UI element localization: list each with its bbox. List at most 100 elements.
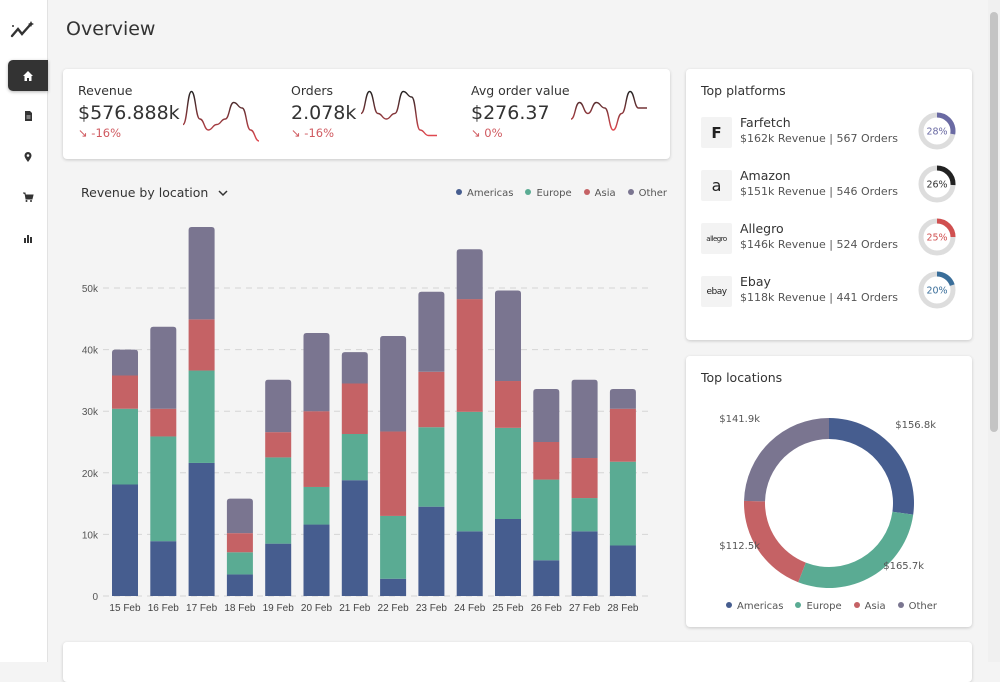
bar-segment-americas[interactable]: [533, 560, 560, 596]
bar-segment-europe[interactable]: [188, 370, 215, 463]
bar-segment-europe[interactable]: [571, 498, 598, 532]
legend-dot: [795, 602, 802, 608]
revenue-chart-dropdown[interactable]: Revenue by location: [81, 185, 228, 200]
legend-item-asia[interactable]: Asia: [583, 188, 616, 199]
bar-segment-europe[interactable]: [341, 433, 368, 481]
kpi-card: Revenue $576.888k ↘ -16% Orders 2.078k ↘ -16%…: [63, 69, 670, 159]
sidebar-item-document[interactable]: [8, 100, 48, 131]
bar-segment-asia[interactable]: [226, 533, 253, 553]
platform-item-amazon[interactable]: a Amazon $151k Revenue | 546 Orders 26%: [701, 165, 961, 208]
kpi-2: Avg order value $276.37 ↘ 0%: [471, 83, 570, 140]
bar-segment-asia[interactable]: [188, 319, 215, 371]
bar-segment-other[interactable]: [456, 249, 483, 300]
scrollbar[interactable]: [988, 0, 1000, 662]
bar-segment-other[interactable]: [609, 389, 636, 409]
bar-segment-asia[interactable]: [418, 371, 445, 428]
donut-label: $156.8k: [895, 420, 936, 431]
bar-segment-other[interactable]: [188, 227, 215, 320]
bar-segment-americas[interactable]: [188, 462, 215, 596]
x-tick-label: 23 Feb: [416, 603, 448, 614]
legend-item-other[interactable]: Other: [897, 601, 937, 612]
bar-segment-americas[interactable]: [456, 531, 483, 596]
bar-segment-europe[interactable]: [456, 411, 483, 532]
platform-percent-ring: 28%: [918, 112, 956, 150]
bar-segment-americas[interactable]: [226, 574, 253, 596]
bar-segment-other[interactable]: [571, 379, 598, 459]
bar-segment-americas[interactable]: [112, 484, 138, 596]
bar-segment-other[interactable]: [380, 336, 407, 432]
bar-segment-americas[interactable]: [418, 506, 445, 596]
bar-segment-americas[interactable]: [571, 531, 598, 596]
bar-segment-other[interactable]: [495, 290, 521, 382]
top-platforms-card: Top platforms F Farfetch $162k Revenue | 5…: [686, 69, 972, 340]
legend-item-asia[interactable]: Asia: [853, 601, 886, 612]
bar-segment-asia[interactable]: [533, 442, 560, 480]
legend-item-americas[interactable]: Americas: [726, 601, 783, 612]
bar-segment-europe[interactable]: [380, 515, 407, 579]
legend-item-europe[interactable]: Europe: [795, 601, 842, 612]
bar-segment-europe[interactable]: [150, 436, 177, 542]
bar-segment-europe[interactable]: [495, 427, 521, 519]
bar-segment-other[interactable]: [150, 326, 177, 409]
bar-segment-asia[interactable]: [112, 375, 138, 409]
bar-segment-americas[interactable]: [609, 545, 636, 596]
bar-segment-europe[interactable]: [303, 486, 330, 525]
y-tick-label: 10k: [82, 530, 99, 541]
bar-segment-asia[interactable]: [265, 432, 292, 458]
legend-label: Europe: [806, 601, 842, 612]
bar-segment-americas[interactable]: [341, 480, 368, 596]
bar-segment-other[interactable]: [226, 498, 253, 534]
bar-segment-asia[interactable]: [341, 383, 368, 434]
sidebar-item-bar-chart[interactable]: [8, 222, 48, 253]
sidebar-item-home[interactable]: [8, 60, 48, 91]
bar-segment-europe[interactable]: [418, 427, 445, 507]
legend-item-europe[interactable]: Europe: [525, 188, 572, 199]
bar-segment-europe[interactable]: [265, 457, 292, 544]
bar-segment-other[interactable]: [418, 291, 445, 372]
legend-item-americas[interactable]: Americas: [456, 188, 513, 199]
donut-slice-other[interactable]: [744, 418, 829, 502]
y-tick-label: 40k: [82, 346, 99, 357]
donut-label: $165.7k: [883, 561, 924, 572]
donut-slice-europe[interactable]: [798, 511, 914, 588]
bar-segment-other[interactable]: [303, 332, 330, 412]
platform-item-ebay[interactable]: ebay Ebay $118k Revenue | 441 Orders 20%: [701, 271, 961, 314]
bar-segment-americas[interactable]: [150, 541, 177, 596]
bar-segment-asia[interactable]: [609, 408, 636, 462]
bar-segment-asia[interactable]: [571, 458, 598, 499]
bar-segment-europe[interactable]: [609, 461, 636, 546]
bar-segment-other[interactable]: [265, 379, 292, 433]
bar-segment-asia[interactable]: [456, 299, 483, 412]
platform-item-farfetch[interactable]: F Farfetch $162k Revenue | 567 Orders 28%: [701, 112, 961, 155]
bar-segment-americas[interactable]: [303, 524, 330, 596]
kpi-change: ↘ 0%: [471, 126, 503, 140]
kpi-change: ↘ -16%: [78, 126, 122, 140]
bar-segment-americas[interactable]: [265, 543, 292, 596]
bar-segment-other[interactable]: [533, 389, 560, 442]
bar-segment-americas[interactable]: [380, 578, 407, 596]
bar-segment-europe[interactable]: [112, 408, 138, 485]
platform-stats: $146k Revenue | 524 Orders: [740, 238, 898, 251]
kpi-sparkline: [182, 90, 260, 142]
donut-slice-americas[interactable]: [829, 418, 914, 515]
bar-segment-other[interactable]: [341, 352, 368, 384]
bar-segment-other[interactable]: [112, 349, 138, 376]
bar-segment-asia[interactable]: [380, 431, 407, 516]
platform-item-allegro[interactable]: allegro Allegro $146k Revenue | 524 Orders…: [701, 218, 961, 261]
legend-item-other[interactable]: Other: [627, 188, 667, 199]
sidebar-item-cart[interactable]: [8, 181, 48, 212]
bar-segment-asia[interactable]: [303, 411, 330, 487]
chevron-down-icon: [218, 189, 228, 196]
legend-dot: [456, 189, 462, 195]
bar-segment-europe[interactable]: [533, 479, 560, 561]
app-logo-icon[interactable]: [10, 20, 36, 40]
sidebar-item-location-pin[interactable]: [8, 141, 48, 172]
home-icon: [23, 70, 33, 81]
page-title: Overview: [66, 18, 156, 40]
scrollbar-thumb[interactable]: [990, 12, 998, 432]
donut-slice-asia[interactable]: [744, 500, 806, 583]
bar-segment-europe[interactable]: [226, 552, 253, 575]
bar-segment-asia[interactable]: [495, 381, 521, 428]
bar-segment-americas[interactable]: [495, 519, 521, 596]
bar-segment-asia[interactable]: [150, 408, 177, 437]
